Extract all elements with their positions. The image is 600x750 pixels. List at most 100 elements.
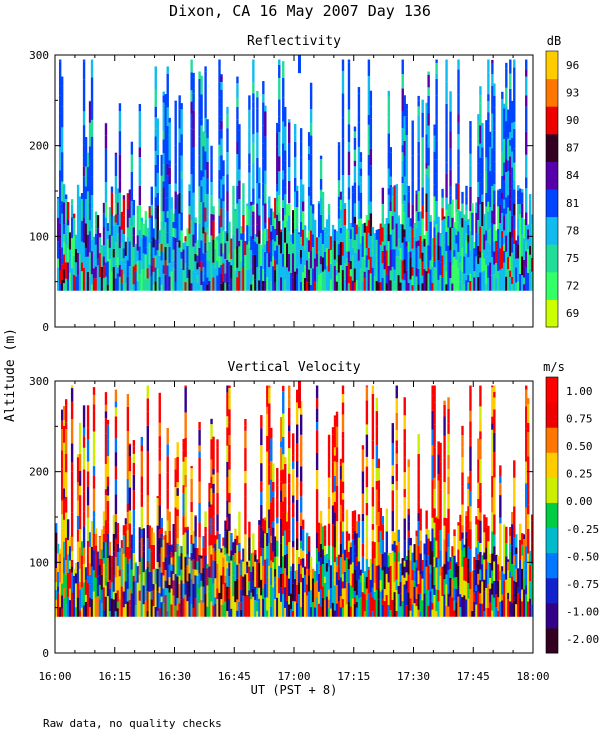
echo-cell	[74, 262, 78, 277]
echo-cell	[475, 262, 478, 274]
echo-cell	[124, 581, 128, 604]
echo-cell	[86, 256, 90, 272]
echo-cell	[329, 263, 333, 280]
echo-cell	[270, 606, 273, 617]
echo-cell	[236, 141, 239, 155]
echo-cell	[511, 151, 514, 168]
echo-cell	[341, 70, 345, 94]
echo-cell	[82, 405, 86, 428]
echo-cell	[505, 543, 508, 557]
echo-cell	[110, 214, 114, 236]
echo-cell	[315, 470, 319, 490]
echo-cell	[158, 407, 161, 423]
echo-cell	[405, 572, 408, 581]
colorbar-band	[546, 216, 558, 245]
echo-cell	[387, 567, 390, 583]
echo-cell	[196, 594, 199, 609]
echo-cell	[327, 508, 331, 524]
echo-cell	[104, 225, 108, 251]
echo-cell	[230, 535, 233, 551]
echo-cell	[176, 456, 179, 483]
echo-cell	[307, 551, 311, 569]
echo-cell	[188, 573, 191, 597]
echo-cell	[132, 227, 136, 236]
echo-cell	[471, 589, 474, 611]
echo-cell	[248, 566, 251, 582]
echo-cell	[68, 272, 72, 291]
echo-cell	[268, 427, 271, 451]
echo-cell	[124, 524, 128, 533]
echo-cell	[461, 247, 464, 272]
echo-cell	[493, 161, 496, 172]
echo-cell	[128, 542, 132, 559]
echo-cell	[158, 586, 161, 593]
echo-cell	[220, 81, 223, 90]
echo-cell	[521, 544, 524, 556]
echo-cell	[527, 514, 530, 529]
echo-cell	[369, 148, 373, 166]
echo-cell	[282, 483, 285, 502]
echo-cell	[429, 578, 432, 592]
echo-cell	[280, 417, 283, 442]
echo-cell	[68, 560, 72, 569]
echo-cell	[166, 243, 169, 266]
echo-cell	[479, 174, 482, 183]
echo-cell	[116, 522, 120, 534]
echo-cell	[146, 473, 150, 496]
echo-cell	[88, 264, 92, 277]
echo-cell	[385, 552, 389, 574]
echo-cell	[501, 91, 504, 99]
echo-cell	[429, 564, 432, 574]
echo-cell	[188, 214, 191, 234]
echo-cell	[501, 175, 504, 193]
echo-cell	[202, 131, 205, 147]
echo-cell	[387, 241, 390, 266]
echo-cell	[156, 504, 159, 526]
echo-cell	[128, 523, 132, 543]
echo-cell	[126, 503, 130, 513]
colorbar-band	[546, 299, 558, 328]
echo-cell	[102, 511, 106, 520]
echo-cell	[184, 582, 187, 595]
echo-cell	[282, 573, 285, 595]
echo-cell	[174, 540, 177, 552]
echo-cell	[465, 196, 468, 205]
echo-cell	[511, 524, 514, 546]
echo-cell	[276, 556, 279, 575]
echo-cell	[315, 452, 319, 471]
echo-cell	[419, 530, 422, 541]
echo-cell	[60, 583, 64, 596]
echo-cell	[82, 605, 86, 617]
echo-cell	[256, 203, 259, 225]
echo-cell	[297, 557, 301, 564]
echo-cell	[114, 152, 118, 155]
echo-cell	[84, 166, 88, 187]
echo-cell	[445, 162, 448, 174]
echo-cell	[252, 239, 255, 255]
echo-cell	[55, 553, 58, 568]
echo-cell	[276, 574, 279, 598]
echo-cell	[409, 610, 412, 617]
echo-cell	[152, 589, 155, 607]
echo-cell	[489, 171, 492, 194]
colorbar-tick-label: 93	[566, 86, 579, 99]
echo-cell	[355, 602, 359, 608]
echo-cell	[455, 183, 458, 200]
echo-cell	[264, 170, 267, 185]
echo-cell	[307, 575, 311, 592]
echo-cell	[274, 228, 277, 242]
echo-cell	[517, 204, 520, 219]
echo-cell	[513, 506, 516, 525]
echo-cell	[294, 578, 297, 602]
echo-cell	[449, 596, 452, 617]
echo-cell	[331, 524, 335, 547]
echo-cell	[433, 236, 436, 262]
echo-cell	[160, 527, 163, 534]
echo-cell	[405, 580, 408, 590]
echo-cell	[393, 249, 396, 270]
echo-cell	[529, 581, 532, 599]
echo-cell	[76, 252, 80, 275]
echo-cell	[381, 241, 385, 251]
echo-cell	[507, 109, 510, 118]
echo-cell	[369, 592, 373, 617]
